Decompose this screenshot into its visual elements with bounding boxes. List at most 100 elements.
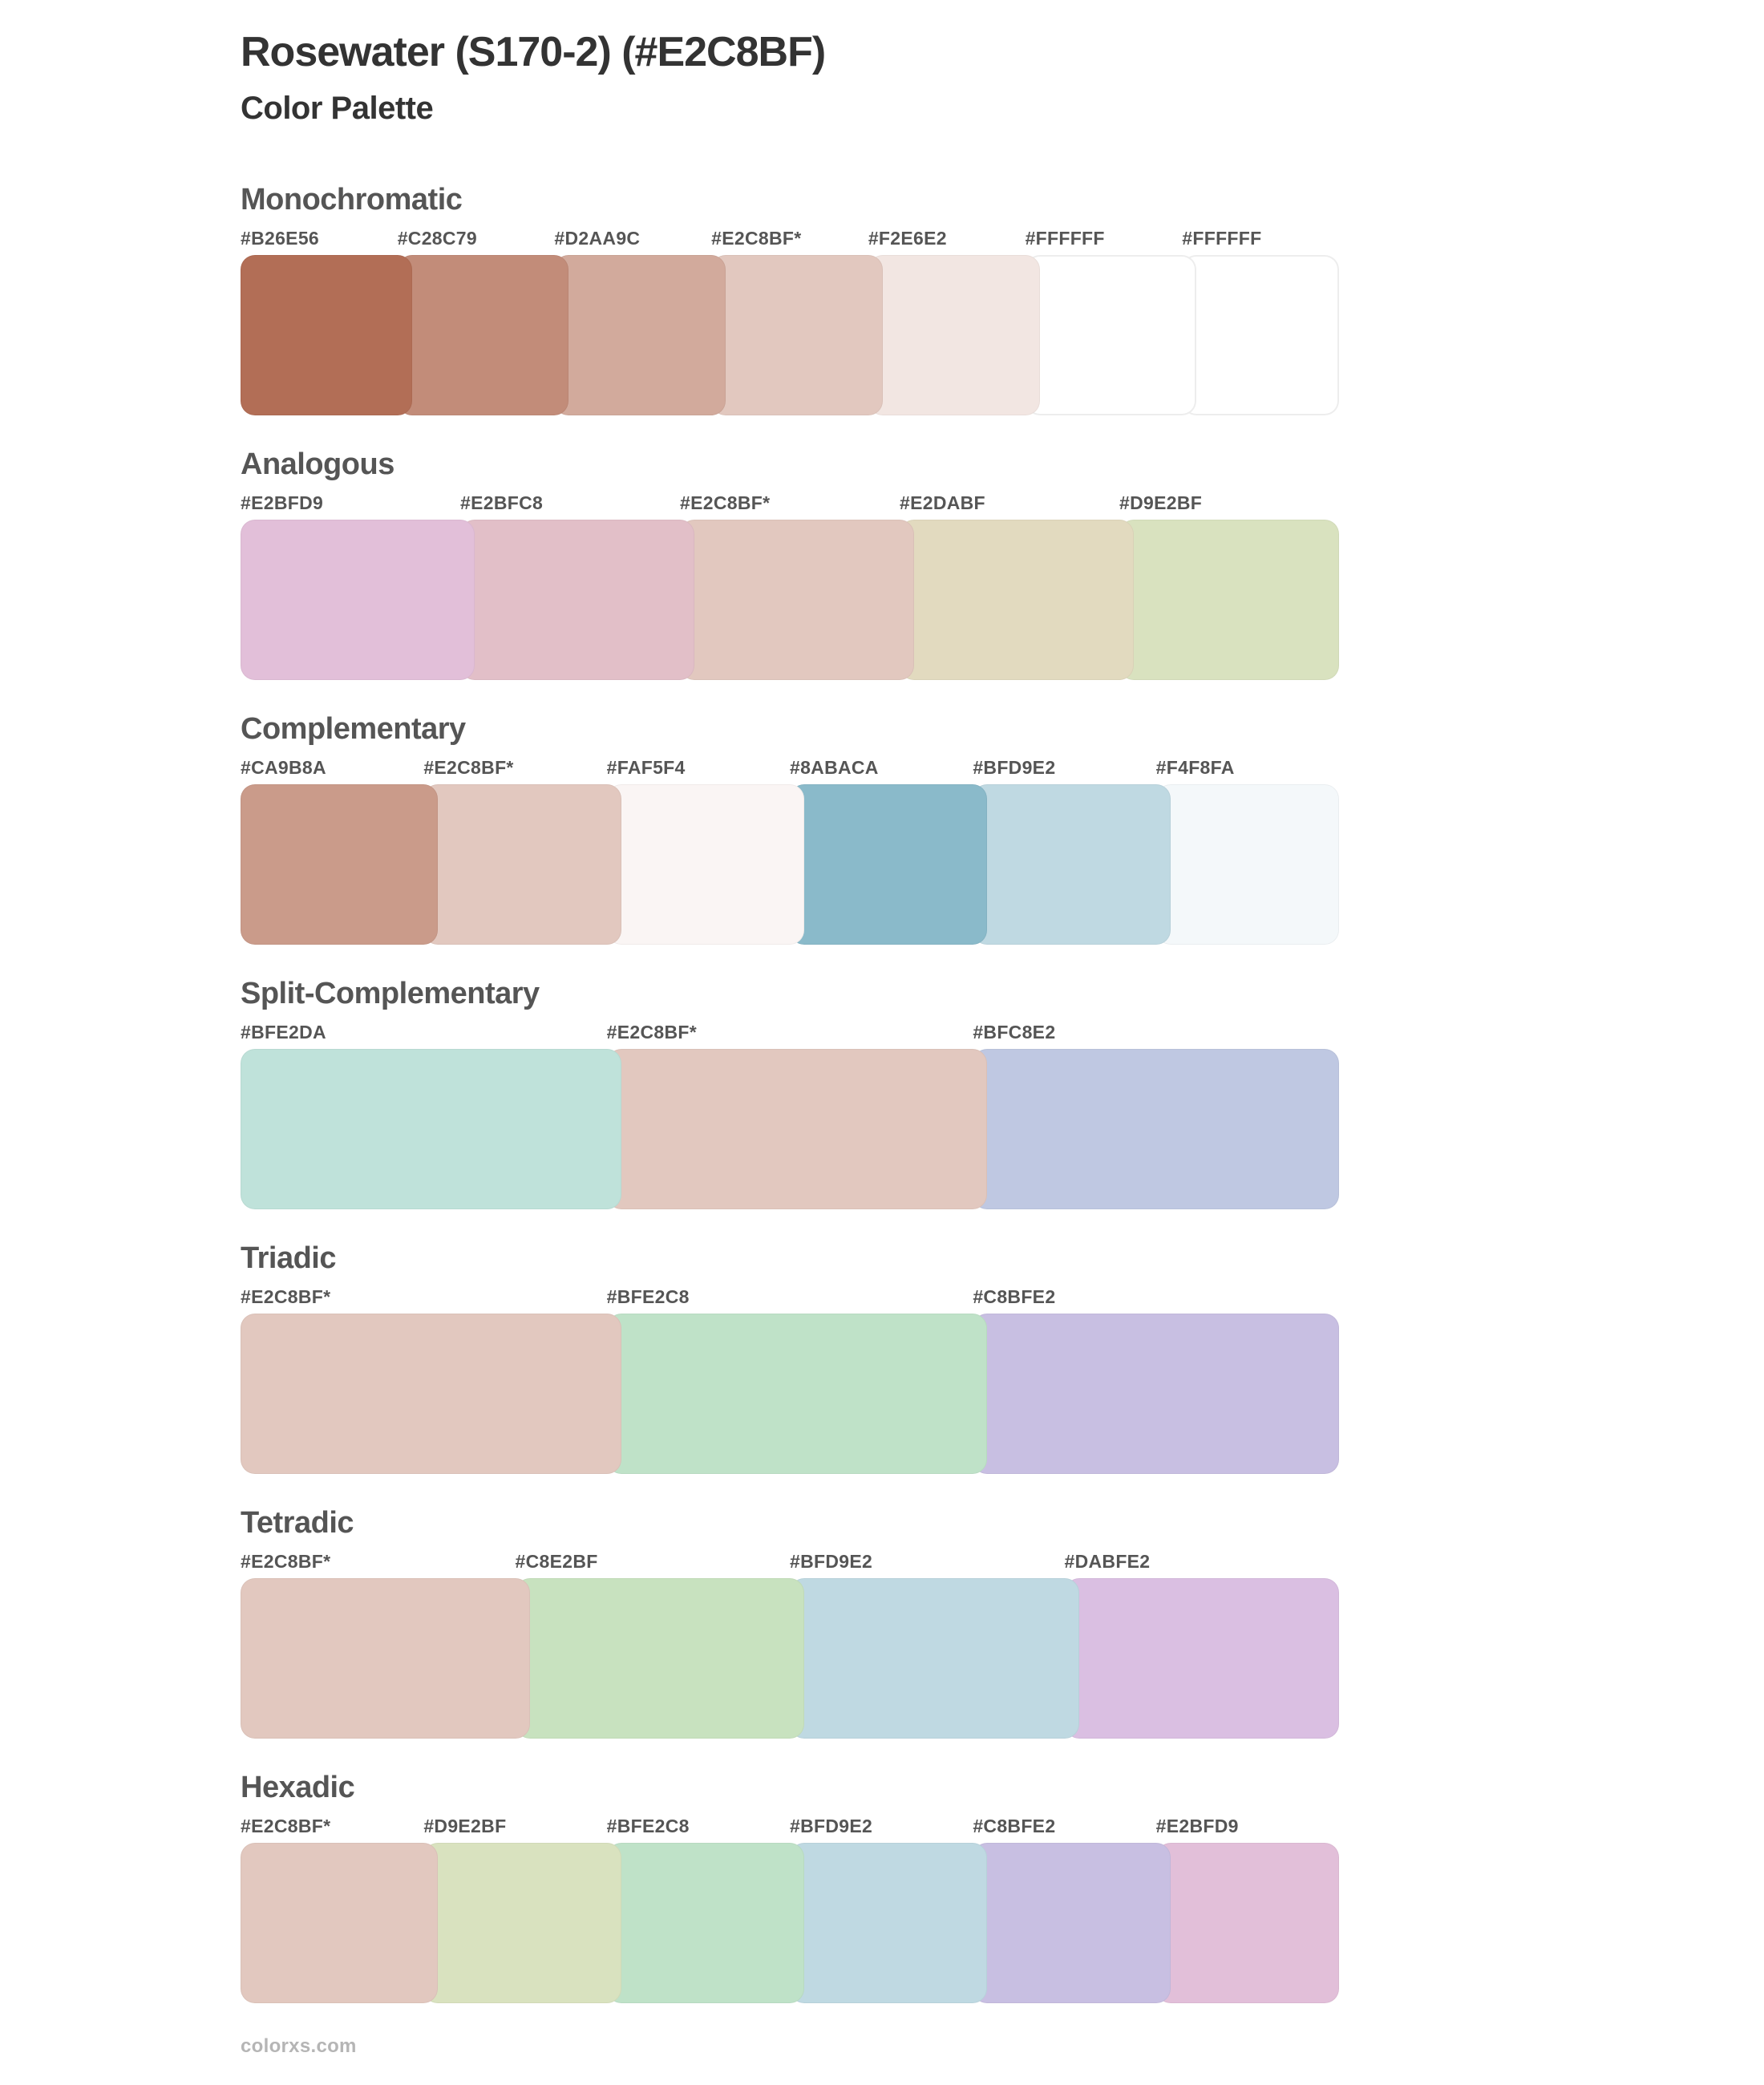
swatch-hex-label: #BFE2DA bbox=[241, 1021, 326, 1042]
swatch-hex-label: #DABFE2 bbox=[1064, 1550, 1151, 1572]
swatch-column: #BFD9E2 bbox=[789, 1814, 988, 2003]
color-swatch[interactable] bbox=[790, 1577, 1079, 1739]
color-swatch[interactable] bbox=[606, 1313, 988, 1474]
color-swatch[interactable] bbox=[241, 783, 439, 945]
palette-section-complementary: Complementary #CA9B8A #E2C8BF* #FAF5F4 #8ABA… bbox=[241, 712, 1339, 945]
color-swatch[interactable] bbox=[423, 1842, 621, 2003]
swatch-column: #D9E2BF bbox=[423, 1814, 621, 2003]
color-swatch[interactable] bbox=[606, 783, 804, 945]
swatch-column: #C28C79 bbox=[397, 226, 569, 415]
color-swatch[interactable] bbox=[241, 254, 412, 415]
swatch-hex-label: #D2AA9C bbox=[554, 227, 641, 249]
swatch-hex-label: #E2BFD9 bbox=[1155, 1815, 1239, 1836]
swatch-column: #BFE2DA bbox=[241, 1020, 621, 1209]
swatch-column: #E2C8BF* bbox=[680, 491, 914, 680]
swatch-hex-label: #D9E2BF bbox=[423, 1815, 507, 1836]
palette-section-analogous: Analogous #E2BFD9 #E2BFC8 #E2C8BF* #E2DABF #D… bbox=[241, 447, 1339, 680]
swatch-hex-label: #C28C79 bbox=[397, 227, 477, 249]
swatch-column: #BFD9E2 bbox=[790, 1549, 1079, 1739]
swatch-hex-label: #C8BFE2 bbox=[973, 1285, 1056, 1307]
color-swatch[interactable] bbox=[554, 254, 726, 415]
page-subtitle: Color Palette bbox=[241, 90, 434, 126]
swatch-column: #C8BFE2 bbox=[973, 1285, 1339, 1474]
palette-section-monochromatic: Monochromatic #B26E56 #C28C79 #D2AA9C #E2C8B… bbox=[241, 183, 1339, 415]
color-swatch[interactable] bbox=[1155, 783, 1339, 945]
swatch-row: #E2C8BF* #C8E2BF #BFD9E2 #DABFE2 bbox=[241, 1549, 1339, 1739]
color-swatch[interactable] bbox=[680, 519, 914, 680]
palette-section-triadic: Triadic #E2C8BF* #BFE2C8 #C8BFE2 bbox=[241, 1241, 1339, 1474]
color-swatch[interactable] bbox=[1182, 254, 1339, 415]
swatch-column: #D2AA9C bbox=[554, 226, 726, 415]
swatch-hex-label: #CA9B8A bbox=[241, 756, 326, 778]
swatch-hex-label: #E2C8BF* bbox=[680, 492, 771, 513]
color-swatch[interactable] bbox=[1025, 254, 1197, 415]
section-heading: Hexadic bbox=[241, 1770, 355, 1804]
swatch-column: #FAF5F4 bbox=[606, 755, 804, 945]
section-heading: Tetradic bbox=[241, 1505, 354, 1540]
color-swatch[interactable] bbox=[868, 254, 1040, 415]
page-container: Rosewater (S170-2) (#E2C8BF) Color Palet… bbox=[241, 0, 1339, 2058]
swatch-column: #BFE2C8 bbox=[606, 1814, 804, 2003]
swatch-column: #FFFFFF bbox=[1025, 226, 1197, 415]
color-swatch[interactable] bbox=[241, 1842, 439, 2003]
palette-sections: Monochromatic #B26E56 #C28C79 #D2AA9C #E2C8B… bbox=[241, 183, 1339, 2003]
color-swatch[interactable] bbox=[241, 1313, 621, 1474]
swatch-column: #8ABACA bbox=[789, 755, 988, 945]
palette-section-tetradic: Tetradic #E2C8BF* #C8E2BF #BFD9E2 #DABFE2 bbox=[241, 1506, 1339, 1739]
swatch-column: #BFE2C8 bbox=[606, 1285, 988, 1474]
swatch-column: #CA9B8A bbox=[241, 755, 439, 945]
page-header: Rosewater (S170-2) (#E2C8BF) Color Palet… bbox=[241, 29, 1339, 127]
swatch-column: #F2E6E2 bbox=[868, 226, 1040, 415]
swatch-hex-label: #BFC8E2 bbox=[973, 1021, 1056, 1042]
color-swatch[interactable] bbox=[973, 1048, 1339, 1209]
swatch-hex-label: #B26E56 bbox=[241, 227, 320, 249]
swatch-hex-label: #BFD9E2 bbox=[973, 756, 1056, 778]
color-swatch[interactable] bbox=[241, 1577, 530, 1739]
swatch-column: #B26E56 bbox=[241, 226, 412, 415]
swatch-column: #E2C8BF* bbox=[241, 1549, 530, 1739]
color-swatch[interactable] bbox=[1155, 1842, 1339, 2003]
color-swatch[interactable] bbox=[900, 519, 1134, 680]
swatch-column: #E2C8BF* bbox=[711, 226, 883, 415]
swatch-column: #E2C8BF* bbox=[606, 1020, 988, 1209]
swatch-column: #C8BFE2 bbox=[973, 1814, 1171, 2003]
color-swatch[interactable] bbox=[606, 1048, 988, 1209]
color-swatch[interactable] bbox=[241, 519, 475, 680]
swatch-hex-label: #F2E6E2 bbox=[868, 227, 947, 249]
swatch-column: #D9E2BF bbox=[1119, 491, 1339, 680]
color-swatch[interactable] bbox=[973, 1313, 1339, 1474]
color-swatch[interactable] bbox=[789, 783, 988, 945]
color-swatch[interactable] bbox=[397, 254, 569, 415]
swatch-hex-label: #BFD9E2 bbox=[790, 1550, 873, 1572]
color-swatch[interactable] bbox=[973, 783, 1171, 945]
color-swatch[interactable] bbox=[515, 1577, 804, 1739]
site-credit-link[interactable]: colorxs.com bbox=[241, 2034, 357, 2057]
section-heading: Triadic bbox=[241, 1241, 337, 1275]
swatch-column: #BFC8E2 bbox=[973, 1020, 1339, 1209]
color-swatch[interactable] bbox=[241, 1048, 621, 1209]
swatch-hex-label: #E2BFD9 bbox=[241, 492, 324, 513]
swatch-hex-label: #C8BFE2 bbox=[973, 1815, 1056, 1836]
swatch-row: #E2C8BF* #D9E2BF #BFE2C8 #BFD9E2 #C8BFE2 #E2B… bbox=[241, 1814, 1339, 2003]
color-swatch[interactable] bbox=[711, 254, 883, 415]
swatch-hex-label: #BFE2C8 bbox=[606, 1815, 690, 1836]
color-swatch[interactable] bbox=[973, 1842, 1171, 2003]
color-swatch[interactable] bbox=[1064, 1577, 1339, 1739]
color-swatch[interactable] bbox=[460, 519, 694, 680]
swatch-column: #C8E2BF bbox=[515, 1549, 804, 1739]
color-swatch[interactable] bbox=[423, 783, 621, 945]
swatch-column: #E2BFD9 bbox=[241, 491, 475, 680]
section-heading: Analogous bbox=[241, 447, 394, 481]
palette-section-hexadic: Hexadic #E2C8BF* #D9E2BF #BFE2C8 #BFD9E2 #C8B… bbox=[241, 1771, 1339, 2003]
swatch-row: #E2C8BF* #BFE2C8 #C8BFE2 bbox=[241, 1285, 1339, 1474]
color-swatch[interactable] bbox=[1119, 519, 1339, 680]
swatch-column: #BFD9E2 bbox=[973, 755, 1171, 945]
color-swatch[interactable] bbox=[789, 1842, 988, 2003]
swatch-hex-label: #E2C8BF* bbox=[241, 1550, 331, 1572]
section-heading: Split-Complementary bbox=[241, 976, 540, 1010]
color-swatch[interactable] bbox=[606, 1842, 804, 2003]
swatch-column: #E2C8BF* bbox=[423, 755, 621, 945]
swatch-column: #DABFE2 bbox=[1064, 1549, 1339, 1739]
swatch-hex-label: #E2BFC8 bbox=[460, 492, 544, 513]
swatch-column: #E2BFC8 bbox=[460, 491, 694, 680]
